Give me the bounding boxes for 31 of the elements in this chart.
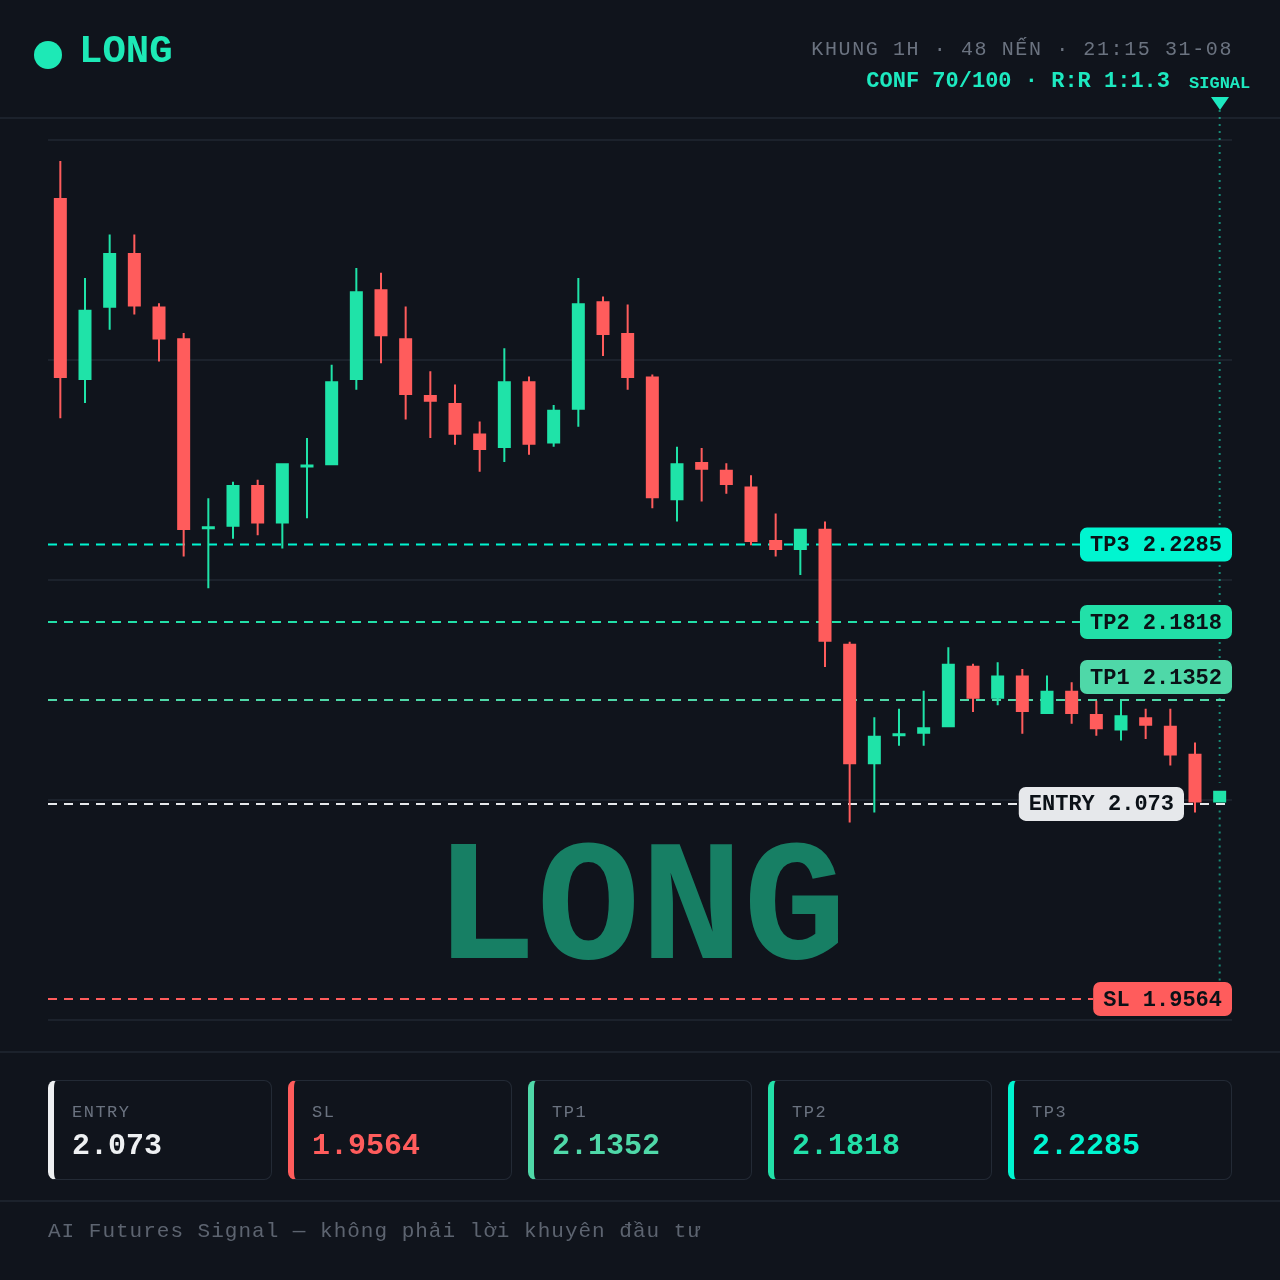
candlestick	[300, 438, 314, 519]
candlestick	[769, 513, 783, 557]
candlestick	[917, 690, 931, 746]
candlestick	[892, 708, 906, 746]
chart-title: LONG	[79, 29, 173, 75]
data-label: 1.9564	[312, 1128, 421, 1164]
category-label: TP2	[792, 1103, 828, 1123]
text: AI Futures Signal — không phải lời khuyên đầu tư	[48, 1219, 701, 1245]
ref-line-label: SL 1.9564	[1103, 987, 1223, 1013]
ref-line-label: ENTRY 2.073	[1028, 792, 1175, 818]
data-label: 2.073	[72, 1128, 163, 1164]
category-label: TP1	[552, 1103, 588, 1123]
text: CONF 70/100 · R:R 1:1.3	[866, 69, 1170, 95]
candlestick	[152, 303, 166, 362]
data-label: 2.1818	[792, 1128, 901, 1164]
chart-subtitle: KHUNG 1H · 48 NẾN · 21:15 31-08	[811, 37, 1233, 63]
data-label: 2.2285	[1032, 1128, 1141, 1164]
candlestick	[423, 371, 437, 439]
ref-line-label: TP2 2.1818	[1089, 610, 1223, 636]
text: SIGNAL	[1189, 74, 1251, 93]
category-label: SL	[312, 1103, 336, 1123]
ref-line-label: TP3 2.2285	[1089, 533, 1223, 559]
candlestick	[695, 448, 709, 502]
category-label: TP3	[1032, 1103, 1068, 1123]
candlestick	[473, 421, 487, 472]
category-label: ENTRY	[72, 1103, 131, 1123]
candlestick	[201, 498, 215, 589]
candlestick	[1139, 708, 1153, 740]
annotation: LONG	[433, 815, 847, 1011]
data-label: 2.1352	[552, 1128, 661, 1164]
ref-line-label: TP1 2.1352	[1089, 665, 1223, 691]
